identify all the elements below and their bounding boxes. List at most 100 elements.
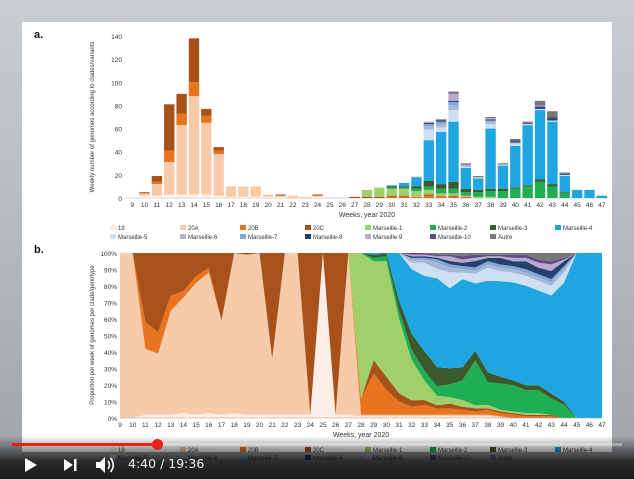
- panel-b-xtick: 41: [522, 422, 530, 429]
- panel-b-xtick: 12: [154, 422, 162, 429]
- next-icon[interactable]: [64, 459, 77, 471]
- bar-segment: [398, 196, 410, 198]
- bar-segment: [510, 141, 521, 143]
- legend-swatch: [490, 234, 496, 239]
- panel-a-ytick: 120: [111, 57, 122, 64]
- bar-segment: [213, 154, 224, 196]
- bar-segment: [139, 195, 150, 198]
- area-series: [120, 253, 602, 280]
- bar-segment: [188, 82, 200, 97]
- bar-segment: [534, 110, 546, 180]
- bar-segment: [262, 196, 274, 198]
- legend-swatch: [555, 225, 561, 230]
- panel-b-xtick: 15: [192, 422, 200, 429]
- panel-b-xtick: 11: [142, 422, 149, 429]
- panel-a-ytick: 140: [111, 34, 122, 41]
- panel-a-xtick: 46: [586, 202, 594, 209]
- bar-segment: [361, 196, 373, 198]
- bar-segment: [213, 147, 224, 151]
- bar-segment: [448, 188, 459, 194]
- bar-segment: [386, 185, 397, 187]
- bar-segment: [411, 186, 422, 189]
- bar-segment: [435, 121, 447, 124]
- bar-segment: [275, 195, 286, 197]
- bar-segment: [386, 196, 397, 198]
- bar-segment: [213, 195, 224, 198]
- panel-b-xtick: 37: [472, 422, 480, 429]
- bar-segment: [448, 181, 459, 189]
- panel-b-xtick: 25: [319, 422, 327, 429]
- progress-scrubber[interactable]: [152, 439, 164, 450]
- panel-a-xtick: 34: [438, 202, 446, 209]
- panel-a-xtick: 16: [215, 202, 223, 209]
- panel-a-xtick: 11: [154, 202, 161, 209]
- bar-segment: [485, 128, 496, 189]
- bar-segment: [448, 110, 459, 122]
- bar-segment: [448, 195, 459, 197]
- play-icon[interactable]: [25, 458, 37, 472]
- area-series: [120, 253, 602, 418]
- panel-b-xtick: 43: [548, 422, 556, 429]
- panel-a-xtick: 9: [130, 202, 134, 209]
- panel-b-xtick: 31: [395, 422, 403, 429]
- panel-b-xtick: 24: [307, 422, 315, 429]
- panel-a-xtick: 30: [388, 202, 396, 209]
- bar-segment: [164, 104, 175, 151]
- panel-b-xtick: 10: [129, 422, 137, 429]
- panel-b-xtick: 35: [446, 422, 454, 429]
- bar-segment: [164, 150, 175, 163]
- panel-a-ytick: 80: [115, 103, 123, 110]
- bar-segment: [473, 176, 484, 178]
- bar-segment: [151, 176, 163, 182]
- bar-segment: [423, 140, 434, 181]
- legend-swatch: [490, 225, 496, 230]
- panel-b-ytick: 40%: [104, 350, 117, 357]
- bar-segment: [522, 185, 533, 187]
- progress-bar[interactable]: [12, 439, 622, 450]
- bar-segment: [411, 196, 422, 198]
- bar-segment: [423, 180, 434, 187]
- bar-segment: [460, 192, 472, 196]
- panel-a-xtick: 12: [166, 202, 174, 209]
- bar-segment: [188, 96, 200, 195]
- panel-b-ytick: 30%: [104, 367, 117, 374]
- bar-segment: [497, 191, 509, 198]
- panel-a-xtick: 22: [289, 202, 297, 209]
- panel-a-xtick: 20: [265, 202, 273, 209]
- area-series: [120, 253, 602, 418]
- legend-label: Marseille-5: [118, 235, 148, 241]
- bar-segment: [126, 196, 138, 198]
- panel-b-xtick: 16: [205, 422, 213, 429]
- panel-a-xtick: 41: [524, 202, 532, 209]
- bar-segment: [423, 129, 434, 141]
- area-series: [120, 253, 602, 286]
- panel-a-ytick: 0: [118, 196, 122, 203]
- panel-b-xlabel: Weeks, year 2020: [333, 432, 389, 439]
- legend-swatch: [305, 225, 311, 230]
- panel-b-ytick: 90%: [104, 268, 117, 275]
- panel-a-xtick: 17: [227, 202, 235, 209]
- panel-b-xtick: 29: [370, 422, 378, 429]
- legend-swatch: [365, 225, 371, 230]
- bar-segment: [460, 188, 472, 193]
- bar-segment: [547, 121, 558, 185]
- panel-a-xtick: 13: [178, 202, 186, 209]
- panel-a-ytick: 60: [115, 127, 123, 134]
- bar-segment: [448, 121, 459, 182]
- panel-a-label: a.: [34, 29, 43, 41]
- volume-icon[interactable]: [96, 457, 115, 473]
- panel-b-xtick: 39: [497, 422, 505, 429]
- panel-a-xtick: 36: [462, 202, 470, 209]
- bar-segment: [139, 192, 150, 194]
- legend-swatch: [110, 234, 116, 239]
- bar-segment: [435, 193, 447, 196]
- bar-segment: [423, 186, 434, 190]
- bar-segment: [559, 192, 570, 194]
- legend-label: Marseille-1: [373, 226, 403, 232]
- bar-segment: [151, 184, 163, 196]
- panel-b-label: b.: [34, 244, 44, 256]
- area-series: [120, 253, 602, 283]
- bar-segment: [398, 186, 410, 188]
- legend-label: 20B: [248, 226, 259, 232]
- bar-segment: [238, 196, 249, 198]
